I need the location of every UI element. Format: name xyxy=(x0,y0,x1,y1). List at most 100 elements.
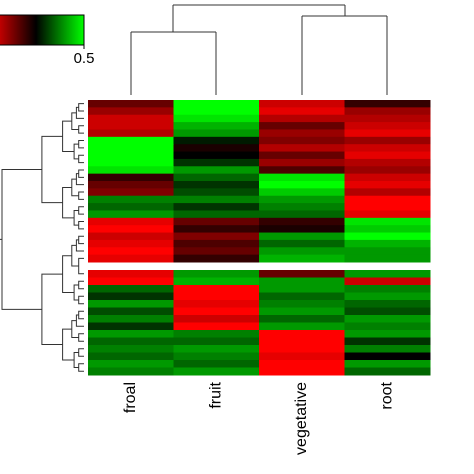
heat-cell xyxy=(88,232,174,241)
heat-cell xyxy=(259,232,345,241)
heat-cell xyxy=(259,367,345,376)
heat-cell xyxy=(88,292,174,301)
heat-cell xyxy=(344,188,431,197)
heat-cell xyxy=(88,195,174,204)
heat-cell xyxy=(88,337,174,346)
heat-cell xyxy=(344,292,431,301)
heat-cell xyxy=(259,352,345,361)
heat-cell xyxy=(344,203,431,211)
heat-cell xyxy=(344,100,431,108)
heat-cell xyxy=(173,337,260,346)
heat-cell xyxy=(173,315,260,323)
heat-cell xyxy=(344,195,431,204)
heat-cell xyxy=(88,300,174,308)
heat-cell xyxy=(88,360,174,368)
heat-cell xyxy=(259,270,345,278)
heat-cell xyxy=(344,114,431,123)
heat-cell xyxy=(344,247,431,256)
heat-cell xyxy=(173,210,260,219)
heat-cell xyxy=(88,136,174,145)
heat-cell xyxy=(88,345,174,353)
heat-cell xyxy=(259,322,345,331)
heat-cell xyxy=(259,114,345,123)
heat-cell xyxy=(259,277,345,286)
heat-cell xyxy=(259,188,345,197)
heat-cell xyxy=(88,217,174,226)
heat-cell xyxy=(344,232,431,241)
heat-cell xyxy=(173,195,260,204)
heat-cell xyxy=(344,166,431,175)
heat-cell xyxy=(259,300,345,308)
heat-cell xyxy=(88,277,174,286)
heat-cell xyxy=(173,300,260,308)
heat-cell xyxy=(88,322,174,331)
heat-cell xyxy=(259,307,345,316)
heat-cell xyxy=(344,345,431,353)
heat-cell xyxy=(259,100,345,108)
heat-cell xyxy=(344,307,431,316)
heat-cell xyxy=(173,352,260,361)
heat-cell xyxy=(259,129,345,138)
heat-cell xyxy=(88,181,174,189)
heat-cell xyxy=(88,166,174,175)
heat-cell xyxy=(88,352,174,361)
heat-cell xyxy=(344,173,431,182)
heat-cell xyxy=(344,181,431,189)
heat-cell xyxy=(88,225,174,234)
heat-cell xyxy=(173,285,260,293)
heat-cell xyxy=(259,360,345,368)
heat-cell xyxy=(88,270,174,278)
heat-cell xyxy=(259,195,345,204)
heat-cell xyxy=(173,136,260,145)
heat-cell xyxy=(344,217,431,226)
row-dendrogram xyxy=(0,103,84,372)
heat-cell xyxy=(344,270,431,278)
heat-cell xyxy=(259,136,345,145)
column-label: vegetative xyxy=(293,382,310,455)
heat-cell xyxy=(173,181,260,189)
heat-cell xyxy=(259,166,345,175)
heat-cell xyxy=(173,107,260,116)
heat-cell xyxy=(88,247,174,256)
heat-cell xyxy=(259,292,345,301)
heat-cell xyxy=(259,217,345,226)
dendrogram-branches xyxy=(0,103,84,372)
heat-cell xyxy=(344,360,431,368)
heat-cell xyxy=(344,322,431,331)
heat-cell xyxy=(344,136,431,145)
heat-cell xyxy=(88,173,174,182)
heat-cell xyxy=(88,100,174,108)
heat-cell xyxy=(344,337,431,346)
heat-cell xyxy=(173,345,260,353)
heat-cell xyxy=(259,144,345,153)
column-label: root xyxy=(378,381,395,409)
heat-cell xyxy=(173,292,260,301)
heat-cell xyxy=(173,203,260,211)
heat-cell xyxy=(88,203,174,211)
color-key xyxy=(0,14,85,46)
heat-cell xyxy=(88,239,174,248)
heat-cell xyxy=(173,322,260,331)
heat-cell xyxy=(88,285,174,293)
heat-cell xyxy=(173,232,260,241)
heat-cell xyxy=(173,360,260,368)
heat-cell xyxy=(173,330,260,338)
heat-cell xyxy=(344,122,431,130)
heat-cell xyxy=(88,254,174,263)
heat-cell xyxy=(259,225,345,234)
heat-cell xyxy=(173,239,260,248)
heat-cell xyxy=(259,158,345,167)
heat-cell xyxy=(88,122,174,130)
heat-cell xyxy=(173,122,260,130)
heat-cell xyxy=(259,254,345,263)
heat-cell xyxy=(344,285,431,293)
heat-cell xyxy=(88,151,174,160)
heat-cell xyxy=(173,277,260,286)
heat-cell xyxy=(344,210,431,219)
heat-cell xyxy=(173,173,260,182)
column-label: froal xyxy=(122,382,139,413)
heat-cell xyxy=(173,114,260,123)
heat-cell xyxy=(259,173,345,182)
heat-cell xyxy=(344,158,431,167)
heat-cell xyxy=(259,330,345,338)
